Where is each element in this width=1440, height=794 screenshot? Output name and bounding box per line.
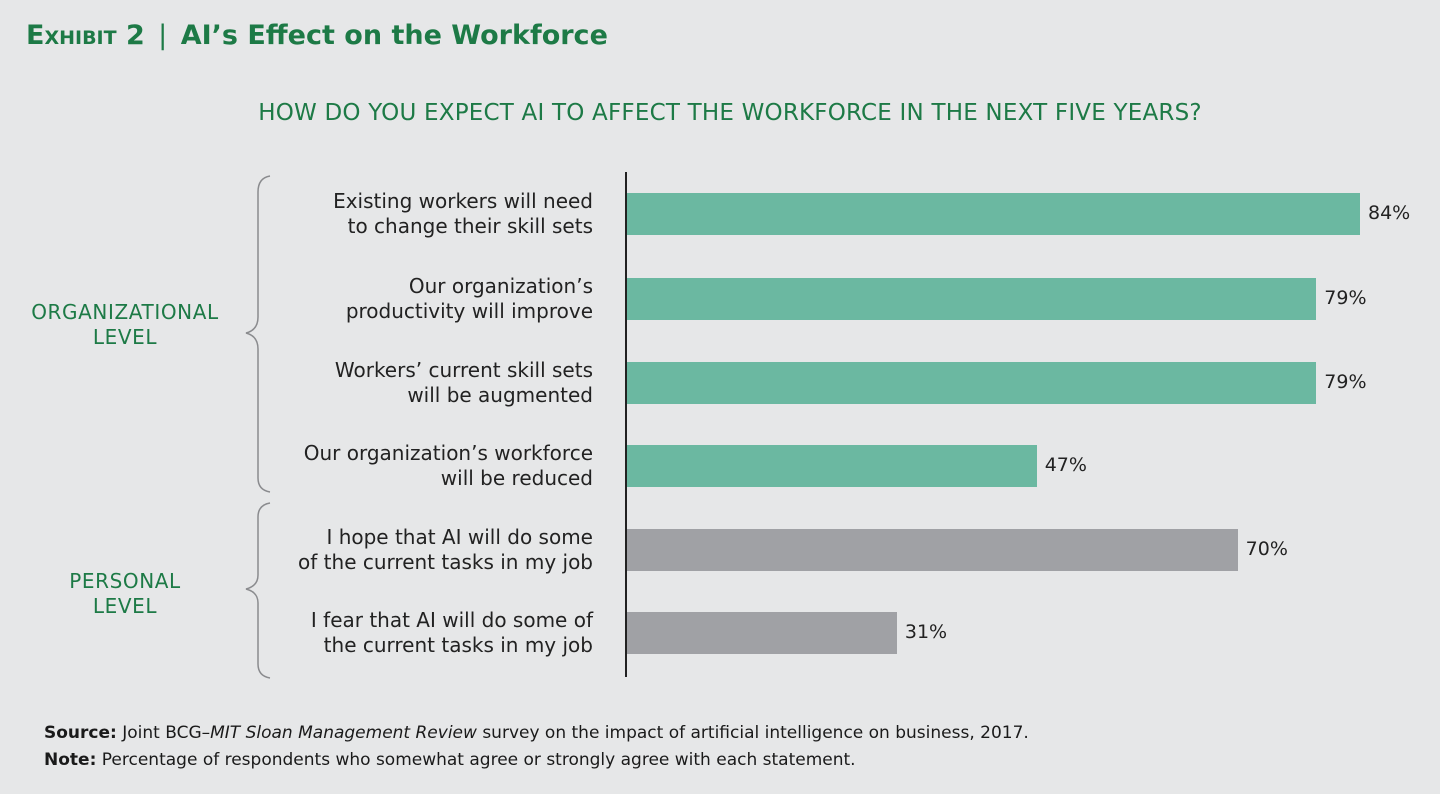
bar xyxy=(626,278,1317,320)
group-label-organizational: ORGANIZATIONAL LEVEL xyxy=(15,300,235,350)
value-label: 70% xyxy=(1245,538,1288,560)
note-label: Note: xyxy=(44,750,97,770)
bar xyxy=(626,529,1238,571)
category-label: I hope that AI will do some of the curren… xyxy=(253,525,593,575)
category-label: I fear that AI will do some of the curren… xyxy=(253,608,593,658)
category-label: Workers’ current skill sets will be augme… xyxy=(253,358,593,408)
value-label: 31% xyxy=(904,621,948,643)
bar xyxy=(626,362,1317,404)
source-publication: MIT Sloan Management Review xyxy=(210,723,477,743)
bar xyxy=(626,193,1360,235)
bar xyxy=(626,445,1037,487)
source-note: Source: Joint BCG–MIT Sloan Management R… xyxy=(44,723,1029,743)
group-label-personal: PERSONAL LEVEL xyxy=(15,569,235,619)
category-label: Existing workers will need to change thei… xyxy=(253,189,593,239)
value-label: 79% xyxy=(1324,287,1367,309)
group-label-line: PERSONAL xyxy=(69,569,181,593)
source-label: Source: xyxy=(44,723,117,743)
category-label: Our organization’s productivity will impr… xyxy=(253,274,593,324)
category-label-line: will be reduced xyxy=(440,466,593,490)
personal-brace xyxy=(245,502,271,679)
y-axis-line xyxy=(625,172,627,677)
category-label-line: to change their skill sets xyxy=(347,214,593,238)
category-label-line: Workers’ current skill sets xyxy=(334,358,593,382)
source-pre: Joint BCG– xyxy=(122,723,211,743)
category-label-line: I fear that AI will do some of xyxy=(310,608,593,632)
category-label: Our organization’s workforce will be redu… xyxy=(253,441,593,491)
category-label-line: the current tasks in my job xyxy=(323,633,593,657)
value-label: 84% xyxy=(1368,202,1411,224)
category-label-line: of the current tasks in my job xyxy=(298,550,593,574)
value-label: 47% xyxy=(1044,454,1087,476)
category-label-line: Our organization’s workforce xyxy=(303,441,593,465)
category-label-line: Existing workers will need xyxy=(333,189,593,213)
group-label-line: ORGANIZATIONAL xyxy=(31,300,219,324)
note: Note: Percentage of respondents who some… xyxy=(44,750,856,770)
organizational-brace xyxy=(245,175,271,493)
exhibit-label: Exhibit 2 xyxy=(26,20,145,51)
title-separator: | xyxy=(158,20,168,51)
category-label-line: productivity will improve xyxy=(345,299,593,323)
value-label: 79% xyxy=(1324,371,1367,393)
note-text: Percentage of respondents who somewhat a… xyxy=(101,750,856,770)
category-label-line: will be augmented xyxy=(407,383,593,407)
chart-title: HOW DO YOU EXPECT AI TO AFFECT THE WORKF… xyxy=(258,100,1202,126)
bar xyxy=(626,612,897,654)
source-post: survey on the impact of artificial intel… xyxy=(476,723,1029,743)
exhibit-title-text: AI’s Effect on the Workforce xyxy=(180,20,608,51)
exhibit-title: Exhibit 2 | AI’s Effect on the Workforce xyxy=(26,20,608,51)
category-label-line: Our organization’s xyxy=(408,274,593,298)
group-label-line: LEVEL xyxy=(92,325,158,349)
category-label-line: I hope that AI will do some xyxy=(326,525,593,549)
group-label-line: LEVEL xyxy=(92,594,158,618)
